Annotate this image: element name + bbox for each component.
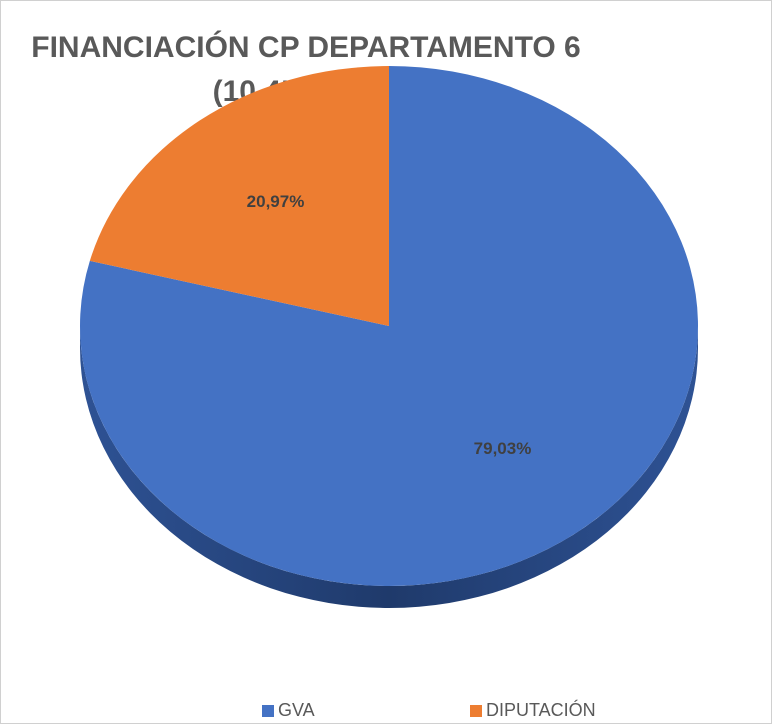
- legend-label: GVA: [278, 700, 315, 720]
- data-label: 79,03%: [474, 439, 532, 458]
- legend-swatch: [470, 705, 482, 717]
- legend-swatch: [262, 705, 274, 717]
- data-label: 20,97%: [247, 192, 305, 211]
- legend-label: DIPUTACIÓN: [486, 699, 596, 720]
- pie-slice: [89, 66, 390, 326]
